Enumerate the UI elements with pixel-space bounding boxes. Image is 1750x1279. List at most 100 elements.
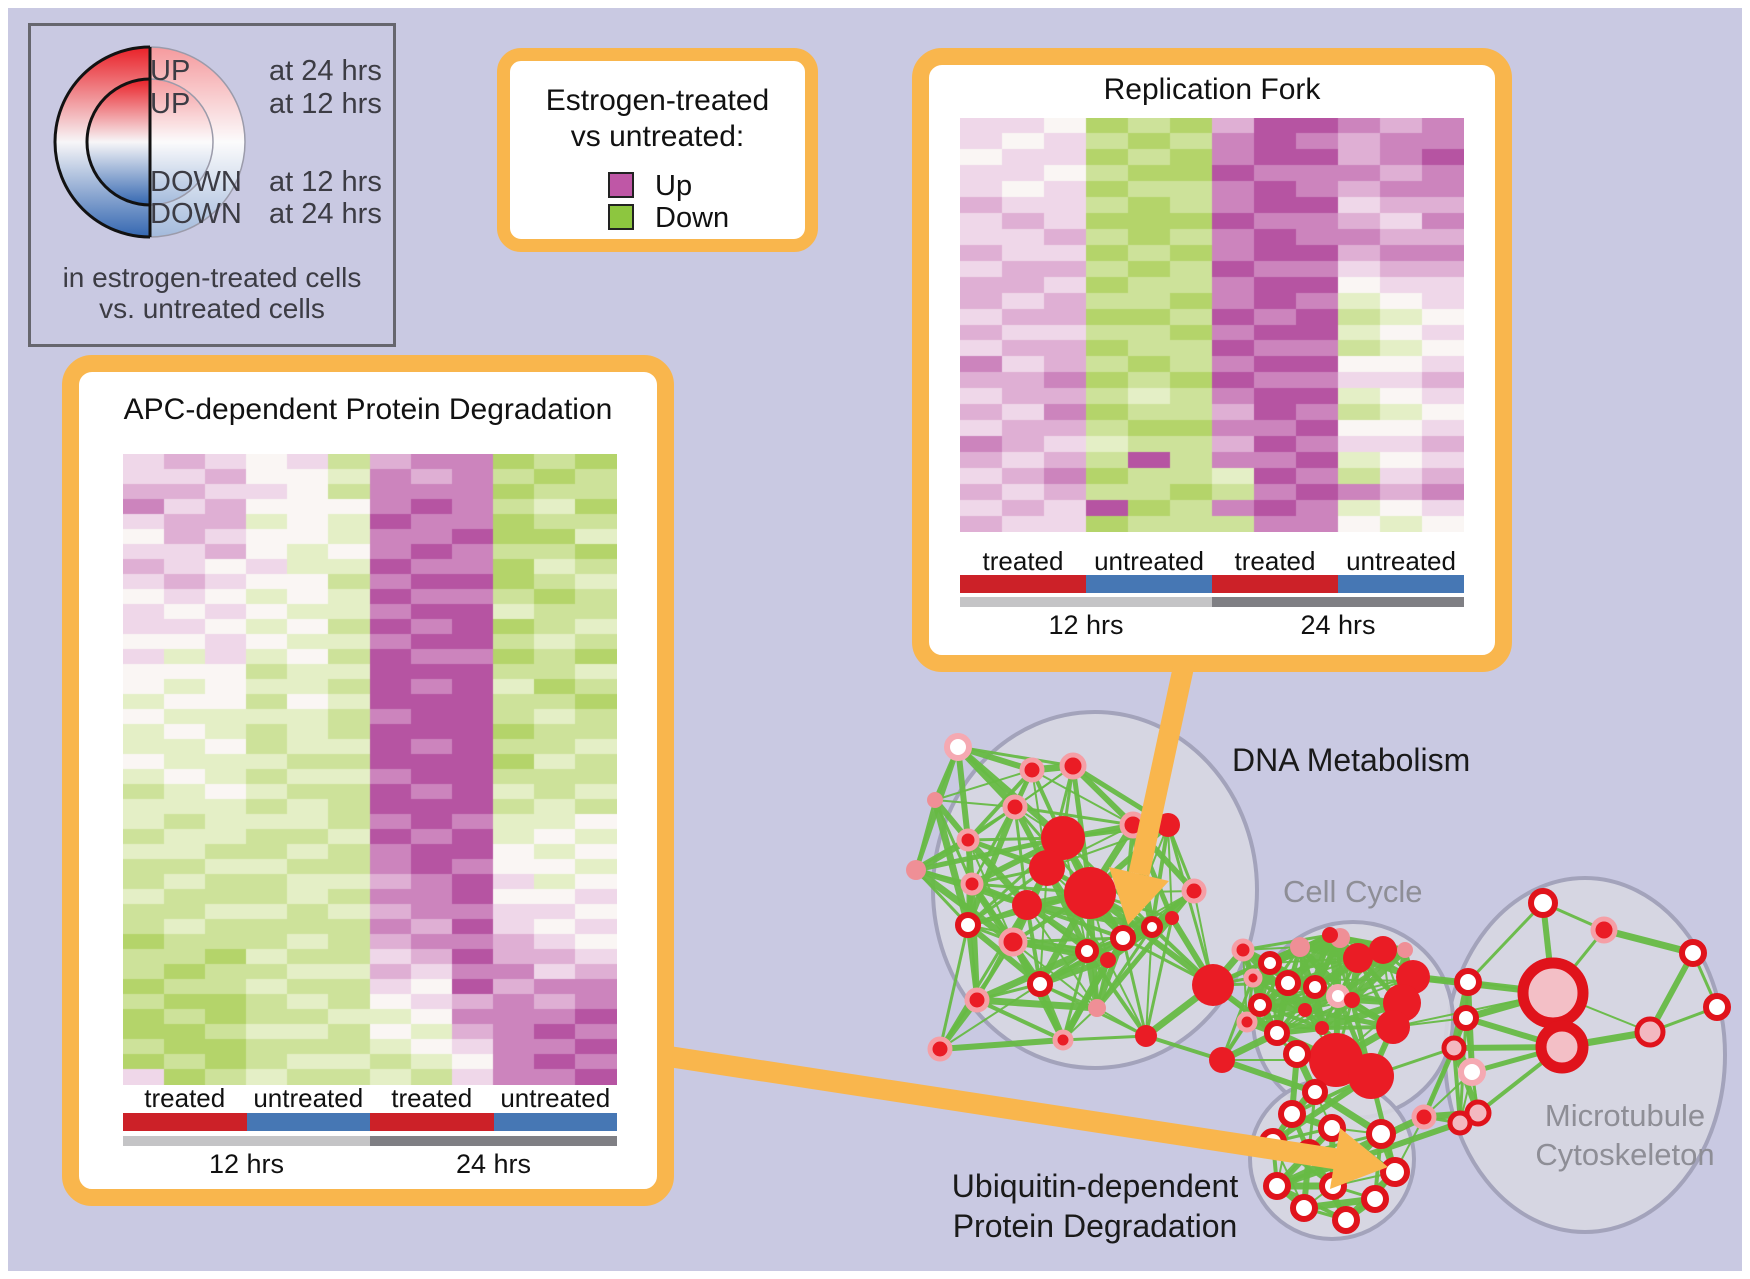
network-edge [934, 799, 1016, 808]
network-edge [1211, 982, 1279, 1036]
network-edge [1025, 902, 1110, 963]
updown-row-time: at 24 hrs [269, 198, 382, 230]
network-edge [1312, 936, 1343, 989]
network-edge [1150, 824, 1170, 928]
time-color-bar [960, 597, 1212, 607]
network-edge [1087, 892, 1100, 1009]
network-edge [1149, 888, 1197, 930]
network-edge [1059, 958, 1112, 1042]
cluster-label-cell-cycle: Cell Cycle [1283, 874, 1423, 909]
network-edge [965, 805, 1018, 927]
network-edge [1314, 985, 1403, 1005]
network-edge [1392, 992, 1554, 1028]
network-node [1088, 999, 1106, 1017]
condition-color-bar [370, 1113, 494, 1131]
network-edge [1011, 891, 1092, 944]
network-edge [915, 806, 1016, 871]
network-edge [1242, 949, 1248, 1023]
network-edge [1122, 936, 1214, 987]
network-edge [1321, 1027, 1337, 1061]
condition-color-bar [1086, 575, 1212, 593]
panel-arrowhead-icon [1330, 1128, 1388, 1189]
network-edge [965, 924, 980, 1001]
network-edge [1335, 995, 1374, 1077]
condition-color-bar [1212, 575, 1338, 593]
network-edge [1087, 890, 1126, 941]
network-edge [1269, 962, 1323, 1029]
network-edge [1275, 985, 1317, 1035]
network-node [1059, 752, 1087, 780]
network-edge [1045, 765, 1075, 869]
network-edge [1561, 1028, 1651, 1051]
network-edge [1285, 935, 1343, 986]
network-node [1298, 1003, 1312, 1017]
network-edge [1245, 1004, 1262, 1023]
updown-row-dir: UP [150, 88, 191, 120]
network-edge [1268, 962, 1307, 1011]
network-edge [1313, 983, 1340, 1000]
network-edge [1258, 981, 1290, 1007]
network-edge [1343, 1169, 1398, 1223]
network-edge [1259, 986, 1316, 1006]
network-edge [1412, 973, 1554, 997]
network-node [1366, 1119, 1396, 1149]
network-edge [1272, 1126, 1333, 1144]
network-edge [1095, 916, 1174, 1010]
network-edge [1240, 948, 1256, 980]
network-edge [1412, 976, 1469, 983]
network-edge [975, 947, 1089, 1004]
repfork-time-bars [960, 597, 1464, 607]
network-node [1361, 1185, 1389, 1213]
network-node [1029, 850, 1065, 886]
network-edge [1025, 904, 1042, 985]
network-edge [1212, 983, 1298, 1056]
network-edge [965, 883, 975, 926]
network-edge [1647, 951, 1696, 1034]
network-node [998, 927, 1028, 957]
network-node [1064, 867, 1116, 919]
network-edge [1423, 1017, 1467, 1118]
network-edge [1465, 1017, 1479, 1114]
network-edge [1014, 765, 1074, 808]
network-node [1141, 916, 1163, 938]
network-edge [1122, 924, 1153, 941]
network-edge [1026, 901, 1153, 931]
network-node [927, 1036, 953, 1062]
network-edge [1368, 1025, 1396, 1078]
network-edge [1121, 937, 1148, 1037]
condition-group-label: untreated [1094, 546, 1204, 576]
network-edge [1088, 822, 1170, 896]
network-edge [1335, 1002, 1403, 1061]
network-edge [1252, 977, 1469, 983]
network-edge [1269, 961, 1316, 989]
network-node [1258, 951, 1282, 975]
network-edge [1403, 949, 1415, 978]
repfork-heatmap-panel: Replication Fork treated untreated treated… [912, 48, 1512, 672]
network-edge [1287, 982, 1306, 1011]
network-edge [931, 799, 972, 926]
network-edge [1471, 1044, 1563, 1075]
network-edge [1327, 934, 1341, 997]
network-edge [1095, 926, 1154, 1009]
network-edge [1121, 824, 1135, 939]
network-edge [1382, 949, 1394, 1028]
network-edge [1423, 1109, 1479, 1121]
network-edge [913, 746, 961, 871]
network-edge [1465, 989, 1554, 1022]
network-node [1156, 813, 1180, 837]
network-edge [1268, 962, 1279, 1034]
network-edge [1244, 980, 1291, 1025]
network-edge [1296, 946, 1326, 1029]
network-edge [1242, 948, 1289, 985]
network-edge [971, 806, 1016, 885]
network-edge [1250, 977, 1263, 1006]
network-edge [1276, 1025, 1323, 1036]
network-edge [1313, 947, 1385, 990]
network-edge [1287, 982, 1339, 997]
updown-row-dir: DOWN [150, 166, 242, 198]
network-edge [1010, 940, 1066, 1042]
network-edge [1129, 824, 1156, 928]
network-edge [1143, 982, 1216, 1039]
network-edge [1026, 903, 1088, 953]
network-edge [1272, 1091, 1316, 1143]
